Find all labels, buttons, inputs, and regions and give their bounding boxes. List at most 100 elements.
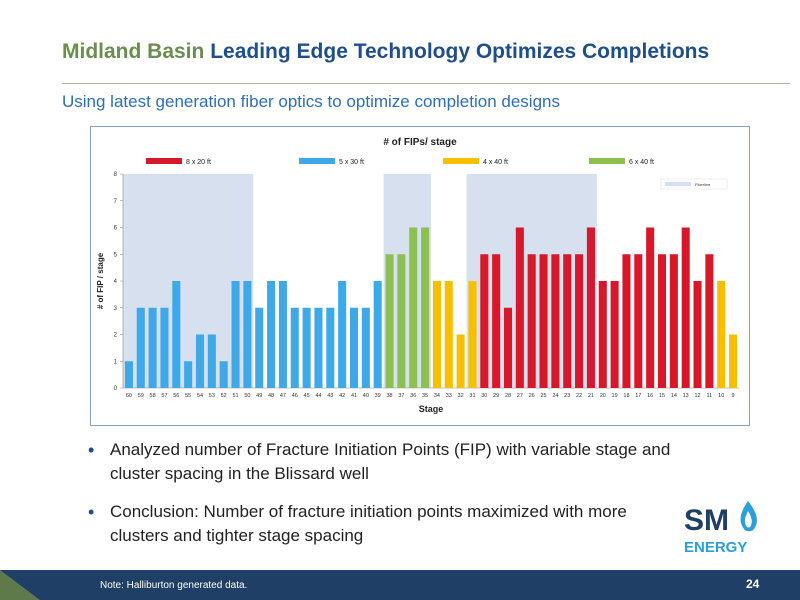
bar xyxy=(705,254,714,388)
x-tick-label: 13 xyxy=(683,393,689,399)
bullet-dot-icon: • xyxy=(88,502,95,522)
x-tick-label: 35 xyxy=(422,393,428,399)
bar xyxy=(231,281,240,388)
x-tick-label: 46 xyxy=(292,393,298,399)
page-subtitle: Using latest generation fiber optics to … xyxy=(62,92,560,111)
legend-label: 4 x 40 ft xyxy=(483,159,508,166)
bar xyxy=(290,307,299,388)
bar xyxy=(172,281,181,388)
bullet-list: • Analyzed number of Fracture Initiation… xyxy=(88,438,688,562)
bullet-item: • Conclusion: Number of fracture initiat… xyxy=(88,500,688,548)
bar xyxy=(409,227,418,388)
bullet-item: • Analyzed number of Fracture Initiation… xyxy=(88,438,688,486)
legend-swatch xyxy=(299,158,335,164)
fip-chart-svg: # of FIPs/ stage 8 x 20 ft 5 x 30 ft 4 x 40… xyxy=(96,137,739,414)
bar xyxy=(669,254,678,388)
x-tick-label: 52 xyxy=(221,393,227,399)
bar xyxy=(563,254,572,388)
x-tick-label: 40 xyxy=(363,393,369,399)
bar xyxy=(160,307,169,388)
x-tick-label: 59 xyxy=(138,393,144,399)
x-tick-label: 57 xyxy=(161,393,167,399)
y-tick-label: 6 xyxy=(114,226,118,232)
x-tick-label: 20 xyxy=(600,393,606,399)
x-tick-label: 27 xyxy=(517,393,523,399)
x-tick-label: 28 xyxy=(505,393,511,399)
page-title: Midland Basin Leading Edge Technology Op… xyxy=(62,40,792,80)
x-tick-label: 24 xyxy=(552,393,558,399)
bar xyxy=(480,254,489,388)
title-divider xyxy=(62,83,790,84)
y-tick-label: 2 xyxy=(114,333,118,339)
bar xyxy=(373,281,382,388)
bullet-text: Conclusion: Number of fracture initiatio… xyxy=(110,502,627,545)
flame-inner-icon xyxy=(744,511,752,528)
bar xyxy=(361,307,370,388)
x-tick-label: 36 xyxy=(410,393,416,399)
bar xyxy=(539,254,548,388)
bullet-text: Analyzed number of Fracture Initiation P… xyxy=(110,440,671,483)
bar xyxy=(693,281,702,388)
bar xyxy=(278,281,287,388)
bar xyxy=(657,254,667,388)
x-tick-label: 48 xyxy=(268,393,274,399)
footer-bar xyxy=(0,570,800,600)
bar xyxy=(314,307,323,388)
bar xyxy=(634,254,643,388)
x-tick-label: 9 xyxy=(732,393,735,399)
bar xyxy=(622,254,631,388)
bar xyxy=(551,254,560,388)
bar xyxy=(267,281,276,388)
y-axis-label: # of FIP / stage xyxy=(96,252,105,309)
x-tick-label: 11 xyxy=(707,393,713,399)
logo-energy-text: ENERGY xyxy=(684,539,747,556)
x-tick-label: 39 xyxy=(375,393,381,399)
x-tick-label: 18 xyxy=(623,393,629,399)
x-tick-label: 56 xyxy=(173,393,179,399)
shade-legend-swatch xyxy=(665,182,691,186)
x-tick-label: 26 xyxy=(529,393,535,399)
legend-swatch xyxy=(146,158,182,164)
x-tick-label: 31 xyxy=(469,393,475,399)
x-tick-label: 16 xyxy=(647,393,653,399)
bar xyxy=(515,227,524,388)
bar xyxy=(492,254,501,388)
y-tick-label: 7 xyxy=(114,199,118,205)
bar xyxy=(338,281,347,388)
x-tick-label: 47 xyxy=(280,393,286,399)
bar xyxy=(195,334,205,388)
bar xyxy=(575,254,584,388)
x-tick-label: 19 xyxy=(612,393,618,399)
x-tick-label: 44 xyxy=(315,393,321,399)
title-region: Midland Basin xyxy=(62,40,205,63)
bar xyxy=(646,227,655,388)
sm-energy-logo-svg: SM ENERGY xyxy=(684,501,757,556)
bar xyxy=(255,307,264,388)
bar xyxy=(598,281,607,388)
x-tick-label: 14 xyxy=(671,393,677,399)
logo-sm-text: SM xyxy=(684,504,729,537)
bar xyxy=(468,281,477,388)
x-tick-label: 41 xyxy=(351,393,357,399)
x-tick-label: 32 xyxy=(458,393,464,399)
bar xyxy=(503,307,513,388)
bar xyxy=(124,361,133,388)
shade-legend-label: Fiberline xyxy=(695,182,711,187)
x-axis-label: Stage xyxy=(419,404,444,414)
bar xyxy=(729,334,738,388)
x-tick-label: 15 xyxy=(659,393,665,399)
x-tick-label: 42 xyxy=(339,393,345,399)
x-tick-label: 58 xyxy=(150,393,156,399)
x-tick-label: 30 xyxy=(481,393,487,399)
shade-legend-box xyxy=(660,178,728,190)
y-tick-label: 1 xyxy=(114,359,118,365)
x-tick-label: 10 xyxy=(718,393,724,399)
bar xyxy=(456,334,465,388)
footer-note: Note: Halliburton generated data. xyxy=(100,580,248,591)
x-tick-label: 17 xyxy=(635,393,641,399)
bar xyxy=(527,254,536,388)
legend-label: 8 x 20 ft xyxy=(186,159,211,166)
legend-swatch xyxy=(443,158,479,164)
sm-energy-logo: SM ENERGY xyxy=(682,497,762,557)
x-tick-label: 50 xyxy=(244,393,250,399)
